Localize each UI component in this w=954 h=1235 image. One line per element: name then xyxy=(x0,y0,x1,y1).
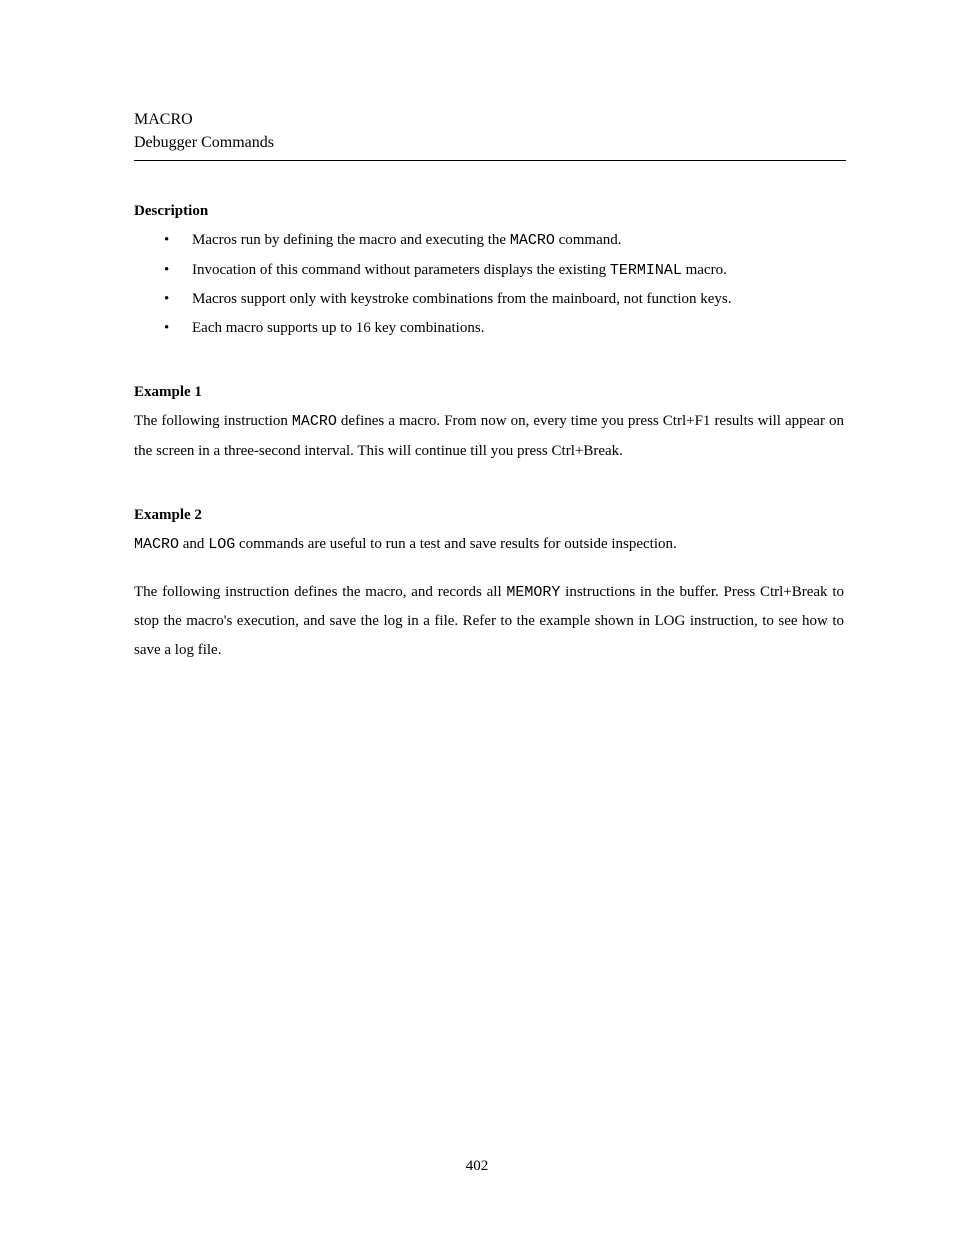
bullet-item: •Macros run by defining the macro and ex… xyxy=(164,226,844,256)
text-run: commands are useful to run a test and sa… xyxy=(235,536,677,552)
bullet-content: Macros support only with keystroke combi… xyxy=(192,285,844,314)
section-description: Description •Macros run by defining the … xyxy=(134,203,844,342)
bullet-list: •Macros run by defining the macro and ex… xyxy=(164,226,844,342)
code-token: MACRO xyxy=(292,413,337,430)
page-number: 402 xyxy=(0,1158,954,1175)
code-token: TERMINAL xyxy=(610,262,682,279)
example-2-paragraph-2: The following instruction defines the ma… xyxy=(134,578,844,665)
bullet-marker: • xyxy=(164,226,192,256)
code-token: MEMORY xyxy=(506,584,560,601)
header-line-1: MACRO xyxy=(134,108,844,131)
example-1-paragraph: The following instruction MACRO defines … xyxy=(134,407,844,465)
section-heading-description: Description xyxy=(134,203,844,220)
section-example-2: Example 2 MACRO and LOG commands are use… xyxy=(134,507,844,664)
bullet-marker: • xyxy=(164,314,192,343)
bullet-item: •Each macro supports up to 16 key combin… xyxy=(164,314,844,343)
text-run: Each macro supports up to 16 key combina… xyxy=(192,320,484,336)
bullet-marker: • xyxy=(164,256,192,286)
page: MACRO Debugger Commands Description •Mac… xyxy=(0,0,954,1235)
section-heading-example-1: Example 1 xyxy=(134,384,844,401)
header-text: MACRO Debugger Commands xyxy=(134,108,844,154)
code-token: LOG xyxy=(208,536,235,553)
section-heading-example-2: Example 2 xyxy=(134,507,844,524)
bullet-content: Invocation of this command without param… xyxy=(192,256,844,286)
text-run: macro. xyxy=(682,262,727,278)
bullet-content: Each macro supports up to 16 key combina… xyxy=(192,314,844,343)
bullet-item: •Macros support only with keystroke comb… xyxy=(164,285,844,314)
text-run: The following instruction xyxy=(134,413,292,429)
page-header: MACRO Debugger Commands xyxy=(134,108,844,161)
section-example-1: Example 1 The following instruction MACR… xyxy=(134,384,844,465)
text-run: Invocation of this command without param… xyxy=(192,262,610,278)
bullet-marker: • xyxy=(164,285,192,314)
text-run: Macros support only with keystroke combi… xyxy=(192,291,732,307)
text-run: and xyxy=(179,536,208,552)
code-token: MACRO xyxy=(134,536,179,553)
text-run: Macros run by defining the macro and exe… xyxy=(192,232,510,248)
text-run: command. xyxy=(555,232,622,248)
bullet-content: Macros run by defining the macro and exe… xyxy=(192,226,844,256)
text-run: The following instruction defines the ma… xyxy=(134,584,506,600)
code-token: MACRO xyxy=(510,232,555,249)
example-2-paragraph-1: MACRO and LOG commands are useful to run… xyxy=(134,530,844,560)
header-rule xyxy=(134,160,846,161)
bullet-item: •Invocation of this command without para… xyxy=(164,256,844,286)
header-line-2: Debugger Commands xyxy=(134,131,844,154)
